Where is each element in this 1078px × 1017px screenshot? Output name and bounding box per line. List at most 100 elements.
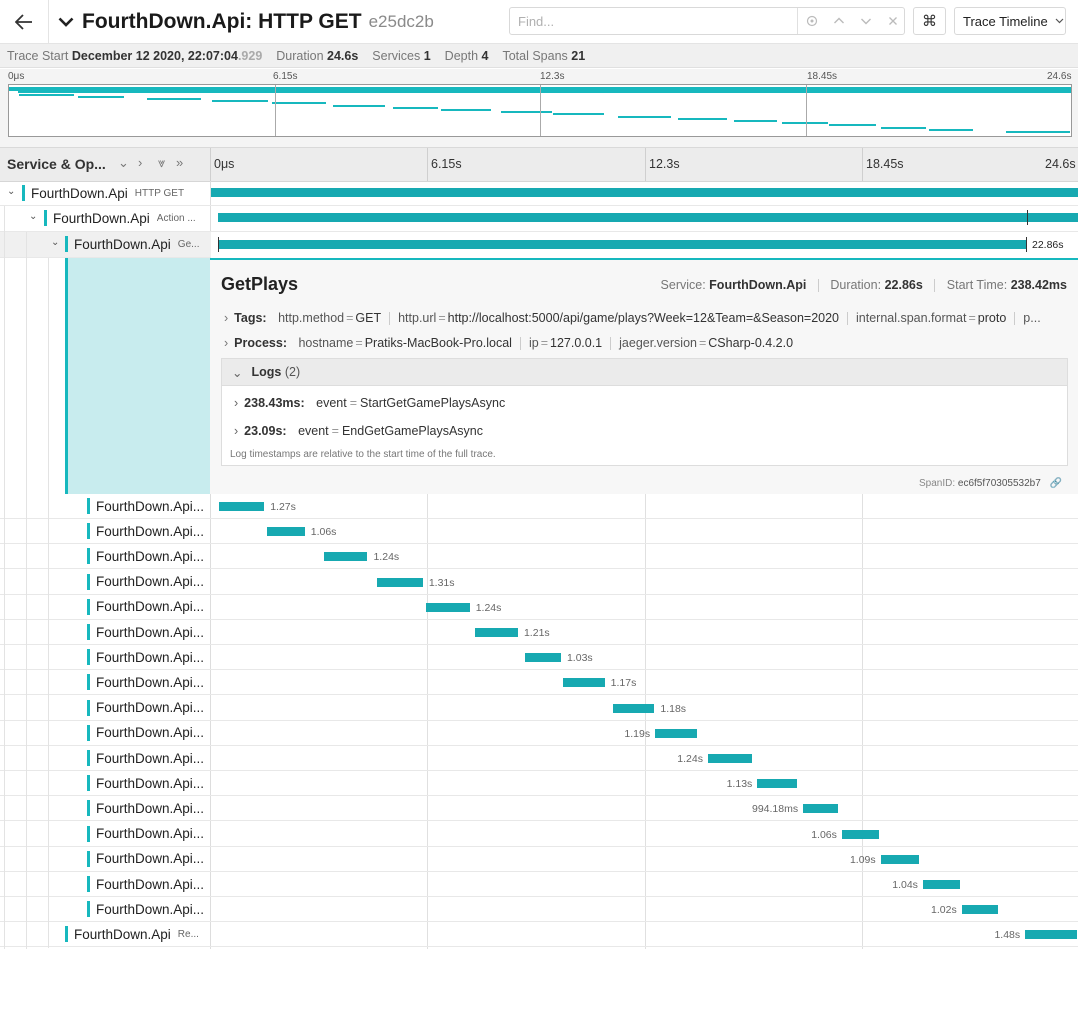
- span-row[interactable]: FourthDown.Api... 994.18ms: [0, 796, 1078, 822]
- span-operation: Re...: [177, 928, 199, 940]
- chevron-down-icon[interactable]: ⌄: [29, 211, 38, 222]
- chevron-down-icon[interactable]: ⌄: [7, 186, 16, 197]
- span-bar: [880, 854, 920, 864]
- span-row[interactable]: FourthDown.Api... 1.18s: [0, 696, 1078, 721]
- span-duration: 1.06s: [811, 828, 837, 841]
- span-row[interactable]: FourthDown.Api... 1.21s: [0, 620, 1078, 645]
- span-duration: 1.09s: [849, 853, 876, 866]
- trace-header: FourthDown.Api: HTTP GET e25dc2b ⌘ Trace…: [0, 0, 1078, 44]
- collapse-all-icon[interactable]: ⩔: [158, 155, 166, 170]
- expand-one-icon[interactable]: ›: [138, 155, 143, 170]
- span-row[interactable]: FourthDown.Api... 1.09s: [0, 847, 1078, 872]
- trace-minimap[interactable]: 0μs 6.15s 12.3s 18.45s 24.6s: [0, 69, 1078, 148]
- timeline-tick: 24.6s: [1045, 157, 1076, 171]
- view-select[interactable]: Trace Timeline: [954, 7, 1066, 35]
- span-row[interactable]: FourthDown.Api... 1.13s: [0, 771, 1078, 797]
- span-bar: [803, 804, 839, 814]
- service-color-marker: [87, 548, 90, 565]
- process-row[interactable]: › Process: hostname = Pratiks-MacBook-Pro.l…: [224, 336, 794, 351]
- span-row[interactable]: FourthDown.Api... 1.27s: [0, 494, 1078, 519]
- span-row-selected[interactable]: ⌄ FourthDown.Api Ge... 22.86s: [0, 232, 1078, 258]
- span-duration: 1.02s: [931, 904, 957, 917]
- service-color-marker: [87, 901, 90, 918]
- minimap-canvas[interactable]: [8, 84, 1072, 137]
- span-row[interactable]: FourthDown.Api... 1.06s: [0, 822, 1078, 847]
- keyboard-shortcuts-button[interactable]: ⌘: [913, 7, 946, 35]
- span-bar: [323, 552, 368, 562]
- service-color-marker: [87, 498, 90, 514]
- log-entry[interactable]: › 238.43ms: event = StartGetGamePlaysAsync: [234, 396, 506, 410]
- chevron-up-icon[interactable]: [829, 11, 849, 31]
- service-color-marker: [87, 573, 90, 590]
- span-row[interactable]: FourthDown.Api... 1.06s: [0, 519, 1078, 545]
- span-row[interactable]: FourthDown.Api... 1.02s: [0, 897, 1078, 923]
- service-color-marker: [87, 825, 90, 842]
- span-bar: [211, 188, 1078, 197]
- span-detail-panel: GetPlays Service: FourthDown.Api Duratio…: [210, 258, 1078, 494]
- chevron-right-icon: ›: [224, 311, 229, 325]
- span-name: FourthDown.Api...: [87, 519, 208, 543]
- span-row[interactable]: FourthDown.Api Re... 1.48s: [0, 922, 1078, 948]
- trace-services: Services 1: [372, 48, 431, 63]
- chevron-down-icon[interactable]: [856, 11, 876, 31]
- tags-row[interactable]: › Tags: http.method = GET http.url = http://lo…: [224, 311, 1041, 326]
- collapse-one-icon[interactable]: ⌄: [118, 155, 129, 170]
- span-operation: Ge...: [177, 238, 200, 250]
- find-tools: [797, 8, 906, 34]
- span-row[interactable]: FourthDown.Api... 1.24s: [0, 595, 1078, 620]
- view-select-label: Trace Timeline: [963, 13, 1048, 29]
- span-service: FourthDown.Api: [53, 210, 150, 226]
- minimap-span: [272, 102, 326, 105]
- span-name: FourthDown.Api...: [87, 847, 208, 871]
- span-name: FourthDown.Api...: [87, 494, 208, 518]
- minimap-span: [78, 95, 124, 98]
- span-duration: 1.03s: [566, 652, 593, 665]
- minimap-tick: 6.15s: [273, 71, 298, 82]
- span-bar: [563, 678, 605, 688]
- link-icon[interactable]: 🔗: [1049, 478, 1062, 489]
- chevron-down-icon[interactable]: ⌄: [51, 237, 60, 248]
- span-row[interactable]: FourthDown.Api... 1.03s: [0, 645, 1078, 671]
- span-row[interactable]: FourthDown.Api... 1.24s: [0, 544, 1078, 570]
- span-service: FourthDown.Api...: [96, 624, 205, 640]
- span-name: FourthDown.Api...: [87, 872, 208, 896]
- span-operation: HTTP GET: [134, 187, 185, 199]
- span-row[interactable]: FourthDown.Api... 1.19s: [0, 721, 1078, 746]
- span-bar: [218, 240, 1027, 249]
- trace-summary: Trace Start December 12 2020, 22:07:04.9…: [0, 44, 1078, 68]
- minimap-span: [1006, 131, 1071, 133]
- span-name: FourthDown.Api...: [87, 897, 208, 921]
- span-row[interactable]: FourthDown.Api... 1.04s: [0, 872, 1078, 897]
- span-row[interactable]: ⌄ FourthDown.Api Action ...: [0, 206, 1078, 232]
- timeline-tick: 6.15s: [431, 157, 462, 171]
- span-duration: 994.18ms: [751, 803, 799, 816]
- expand-all-icon[interactable]: »: [176, 155, 184, 170]
- span-bar: [267, 527, 305, 537]
- span-service: FourthDown.Api...: [96, 725, 205, 741]
- minimap-span: [332, 104, 385, 107]
- log-entry[interactable]: › 23.09s: event = EndGetGamePlaysAsync: [234, 424, 484, 438]
- span-name: FourthDown.Api...: [87, 620, 208, 644]
- span-service: FourthDown.Api...: [96, 523, 205, 539]
- minimap-span: [829, 124, 877, 127]
- service-color-marker: [87, 699, 90, 716]
- minimap-span: [147, 98, 201, 100]
- back-button[interactable]: [0, 0, 49, 43]
- span-bar: [425, 602, 470, 612]
- span-name: FourthDown.Api...: [87, 771, 208, 795]
- span-row[interactable]: FourthDown.Api... 1.31s: [0, 570, 1078, 595]
- trace-title-toggle[interactable]: FourthDown.Api: HTTP GET e25dc2b: [58, 7, 434, 37]
- span-row[interactable]: FourthDown.Api... 1.24s: [0, 746, 1078, 771]
- timeline-tick: 0μs: [214, 157, 235, 171]
- minimap-span: [19, 93, 75, 96]
- service-color-marker: [87, 649, 90, 666]
- clear-icon[interactable]: [883, 11, 903, 31]
- focus-matches-icon[interactable]: [802, 11, 822, 31]
- find-input[interactable]: [518, 8, 788, 34]
- span-service: FourthDown.Api...: [96, 649, 205, 665]
- minimap-span: [501, 111, 553, 114]
- span-row[interactable]: ⌄ FourthDown.Api HTTP GET: [0, 181, 1078, 206]
- minimap-span: [393, 106, 438, 109]
- span-row[interactable]: FourthDown.Api... 1.17s: [0, 670, 1078, 696]
- logs-toggle[interactable]: ⌄ Logs (2): [222, 359, 1067, 386]
